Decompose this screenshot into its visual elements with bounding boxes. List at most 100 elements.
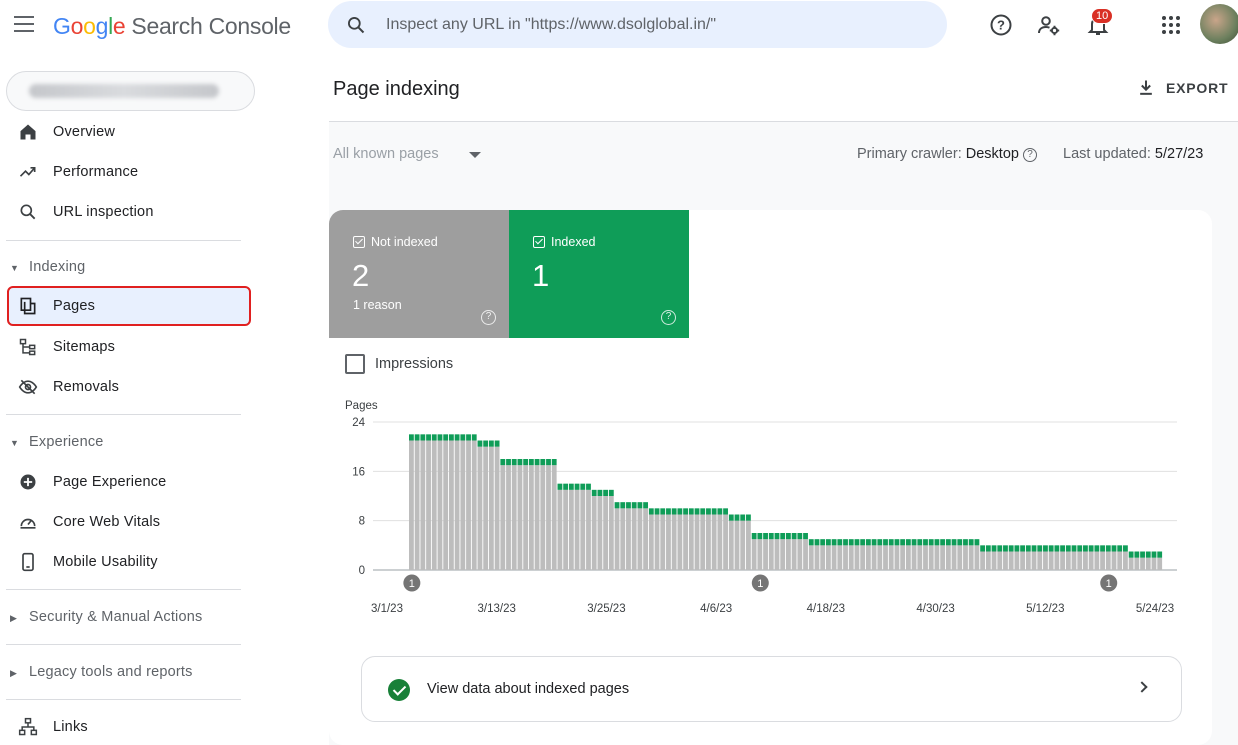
sidebar-item-url-inspection[interactable]: URL inspection [6, 194, 248, 230]
bar-not-indexed [637, 508, 643, 570]
account-avatar[interactable] [1200, 4, 1238, 44]
bar-not-indexed [1105, 551, 1111, 570]
bar-indexed [626, 502, 631, 509]
menu-icon[interactable] [14, 16, 34, 32]
search-input[interactable] [386, 13, 926, 37]
bar-indexed [706, 508, 711, 515]
sidebar-item-label: Performance [53, 164, 139, 180]
sidebar-item-core-web-vitals[interactable]: Core Web Vitals [6, 504, 248, 540]
bar-indexed [688, 508, 694, 515]
bar-indexed [734, 514, 740, 521]
bar-indexed [991, 545, 997, 552]
bar-indexed [1134, 551, 1140, 558]
search-icon [348, 17, 365, 34]
bar-not-indexed [711, 514, 717, 570]
sidebar-section-legacy[interactable]: ▶ Legacy tools and reports [10, 664, 193, 680]
bar-indexed [940, 539, 946, 546]
bar-not-indexed [557, 489, 563, 570]
bar-indexed [1094, 545, 1100, 552]
check-circle-icon [388, 679, 410, 701]
bar-indexed [786, 533, 791, 540]
bar-not-indexed [414, 440, 420, 570]
bar-not-indexed [1031, 551, 1037, 570]
bar-indexed [974, 539, 980, 546]
url-inspect-search[interactable] [328, 1, 947, 48]
bar-indexed [414, 434, 420, 441]
bar-not-indexed [786, 539, 791, 570]
x-tick-label: 3/13/23 [478, 603, 516, 615]
chevron-right-icon: ▶ [10, 613, 18, 623]
bar-not-indexed [1134, 557, 1140, 570]
bar-indexed [443, 434, 449, 441]
sidebar-item-performance[interactable]: Performance [6, 154, 248, 190]
sidebar-item-mobile-usability[interactable]: Mobile Usability [6, 544, 248, 580]
bar-indexed [677, 508, 683, 515]
bar-not-indexed [597, 496, 603, 570]
help-icon[interactable]: ? [481, 310, 496, 325]
page-filter-dropdown[interactable]: All known pages [333, 146, 481, 162]
indexed-tile[interactable]: Indexed 1 ? [509, 210, 689, 338]
bar-not-indexed [883, 545, 888, 570]
sidebar-item-sitemaps[interactable]: Sitemaps [6, 329, 248, 365]
bar-not-indexed [551, 465, 557, 570]
export-button[interactable]: EXPORT [1136, 78, 1228, 98]
sidebar-item-links[interactable]: Links [6, 709, 248, 745]
sidebar-item-overview[interactable]: Overview [6, 114, 248, 150]
sidebar-section-security[interactable]: ▶ Security & Manual Actions [10, 609, 203, 625]
bar-not-indexed [728, 520, 734, 570]
not-indexed-tile[interactable]: Not indexed 2 1 reason ? [329, 210, 509, 338]
sidebar-section-indexing[interactable]: ▼ Indexing [10, 259, 86, 275]
bar-indexed [683, 508, 688, 515]
bar-indexed [700, 508, 706, 515]
y-tick-label: 0 [359, 565, 365, 577]
bar-indexed [666, 508, 671, 515]
bar-not-indexed [471, 440, 477, 570]
x-tick-label: 3/25/23 [587, 603, 625, 615]
bar-not-indexed [757, 539, 763, 570]
tile-label: Not indexed [371, 235, 438, 249]
impressions-checkbox[interactable]: Impressions [345, 354, 453, 374]
bar-indexed [597, 489, 603, 496]
bar-indexed [466, 434, 471, 441]
bar-not-indexed [1157, 557, 1163, 570]
bar-not-indexed [1008, 551, 1014, 570]
bar-indexed [711, 508, 717, 515]
help-icon[interactable]: ? [1022, 148, 1037, 162]
bar-indexed [928, 539, 934, 546]
bar-indexed [528, 459, 534, 466]
app-logo[interactable]: Google Search Console [53, 13, 291, 40]
x-tick-label: 3/1/23 [371, 603, 403, 615]
apps-grid-icon[interactable] [1159, 13, 1183, 37]
bar-indexed [603, 489, 609, 496]
chevron-down-icon [469, 152, 481, 158]
bar-not-indexed [568, 489, 574, 570]
bar-not-indexed [740, 520, 746, 570]
annotation-label: 1 [1106, 578, 1112, 590]
bar-indexed [420, 434, 426, 441]
bar-indexed [614, 502, 620, 509]
bar-indexed [820, 539, 826, 546]
bar-indexed [608, 489, 614, 496]
help-icon[interactable]: ? [989, 13, 1013, 37]
bar-not-indexed [1128, 557, 1134, 570]
bar-indexed [803, 533, 808, 540]
sidebar-item-pages[interactable]: Pages [7, 286, 251, 326]
sidebar-section-experience[interactable]: ▼ Experience [10, 434, 104, 450]
bar-indexed [837, 539, 843, 546]
property-selector[interactable] [6, 71, 255, 111]
bar-not-indexed [808, 545, 814, 570]
bar-not-indexed [620, 508, 626, 570]
bar-indexed [997, 545, 1003, 552]
sidebar-item-removals[interactable]: Removals [6, 369, 248, 405]
bar-indexed [900, 539, 906, 546]
user-settings-icon[interactable] [1037, 13, 1061, 37]
bar-indexed [557, 483, 563, 490]
bar-not-indexed [1054, 551, 1060, 570]
help-icon[interactable]: ? [661, 310, 676, 325]
bar-not-indexed [431, 440, 437, 570]
sidebar-item-page-experience[interactable]: Page Experience [6, 464, 248, 500]
view-indexed-pages-link[interactable]: View data about indexed pages [361, 656, 1182, 722]
bar-not-indexed [763, 539, 768, 570]
x-tick-label: 4/30/23 [916, 603, 954, 615]
bar-indexed [1003, 545, 1008, 552]
